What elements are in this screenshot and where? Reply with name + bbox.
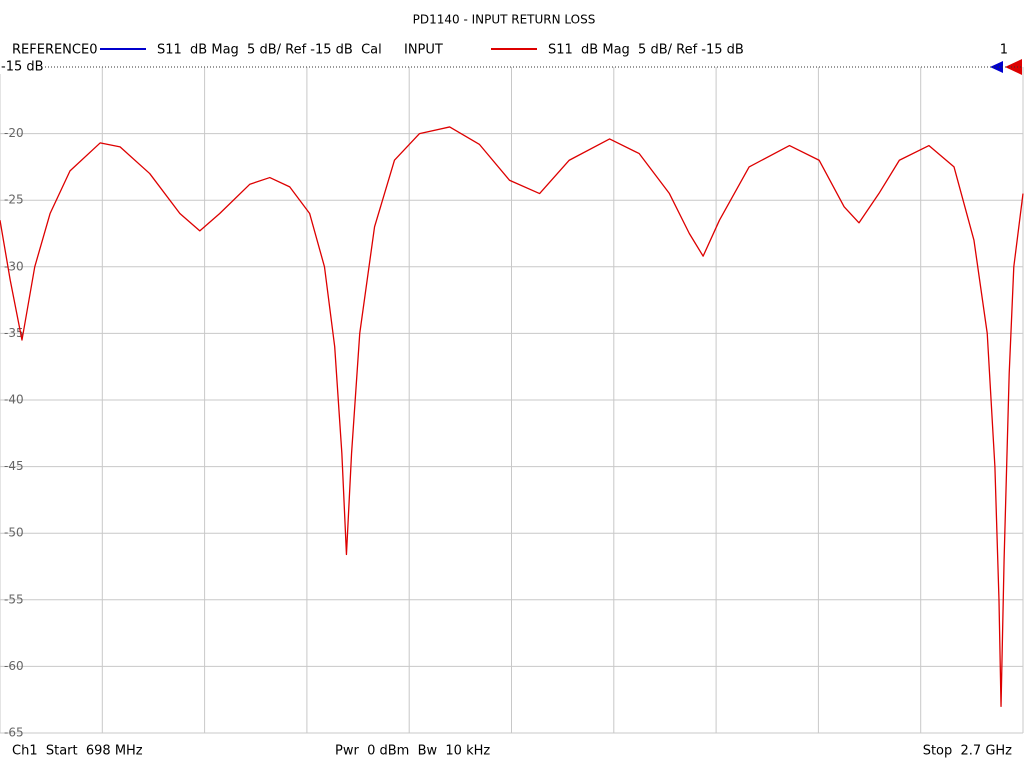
y-tick-label: -20 [4,126,24,140]
y-tick-label: -55 [4,592,24,606]
y-tick-label: -65 [4,726,24,740]
y-tick-label: -60 [4,659,24,673]
marker-label: 1 [1000,43,1008,58]
trace-indicator [1005,59,1022,75]
y-tick-label: -45 [4,459,24,473]
reference-name: REFERENCE0 [12,43,97,58]
reference-level-label: -15 dB [1,60,44,75]
settings-label: Pwr 0 dBm Bw 10 kHz [335,744,490,759]
legend-description: S11 dB Mag 5 dB/ Ref -15 dB [548,43,744,58]
trace-line [0,126,1024,708]
start-label: Ch1 Start 698 MHz [12,744,143,759]
y-tick-label: -50 [4,526,24,540]
chart-title: PD1140 - INPUT RETURN LOSS [413,13,596,27]
y-tick-label: -35 [4,326,24,340]
reference-description: S11 dB Mag 5 dB/ Ref -15 dB Cal [157,43,382,58]
y-tick-label: -25 [4,193,24,207]
y-tick-label: -40 [4,393,24,407]
stop-label: Stop 2.7 GHz [923,744,1012,759]
legend-label: INPUT [404,43,443,58]
label-background [0,59,44,74]
